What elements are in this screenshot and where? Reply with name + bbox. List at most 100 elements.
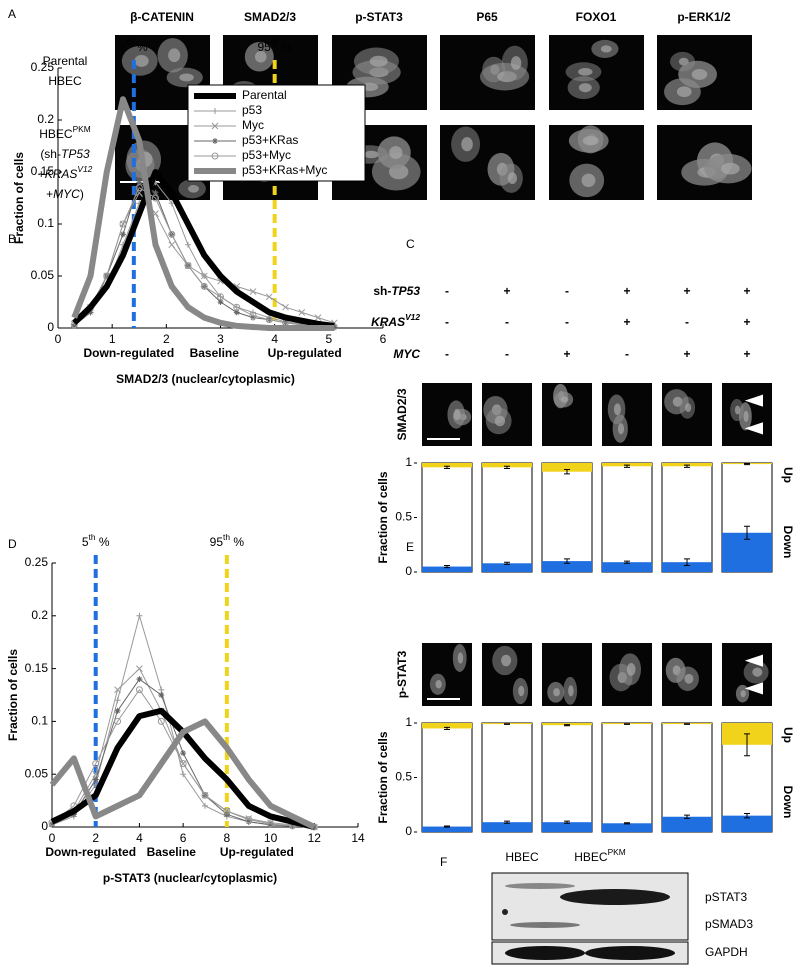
band [510, 922, 580, 928]
bar [602, 562, 652, 572]
nucleus [134, 54, 149, 67]
marker [265, 293, 273, 301]
bar [542, 561, 592, 572]
nucleus [188, 184, 200, 193]
marker [201, 791, 209, 799]
marker [157, 717, 165, 725]
nucleus [734, 405, 741, 415]
series-line [49, 718, 316, 830]
nucleus [626, 662, 636, 676]
panel-letter: B [8, 232, 16, 246]
bar-background [661, 462, 713, 573]
legend-label: Myc [242, 118, 264, 132]
condition-sign: + [623, 284, 630, 298]
condition-sign: + [743, 315, 750, 329]
marker [136, 676, 143, 683]
marker [311, 824, 318, 830]
legend-box [187, 84, 366, 182]
text-part: MYC [53, 187, 80, 201]
bar [662, 816, 712, 832]
marker [249, 312, 257, 320]
condition-label: sh-TP53 [373, 284, 420, 298]
nucleus [179, 73, 194, 82]
x-axis-label: p-STAT3 (nuclear/cytoplasmic) [103, 871, 277, 885]
condition-sign: + [503, 284, 510, 298]
series-label: Down [781, 526, 795, 559]
marker [92, 776, 99, 783]
condition-label: KRASV12 [371, 312, 420, 329]
nucleus [560, 396, 569, 403]
band [560, 889, 670, 905]
y-tick-label: 0 [41, 819, 48, 833]
legend-label: p53+KRas+Myc [242, 163, 327, 177]
text-part: % [278, 40, 292, 54]
y-tick-label: 0 [405, 564, 412, 578]
y-tick-label: 0.25 [31, 60, 55, 74]
threshold-label: 95th % [257, 37, 292, 54]
nucleus [578, 68, 593, 76]
condition-sign: - [565, 315, 569, 329]
x-tick-label: 12 [308, 831, 322, 845]
row-label: (sh-TP53 [40, 147, 90, 161]
marker [179, 760, 187, 768]
x-tick-label: 3 [217, 332, 224, 346]
bar-background [541, 722, 593, 833]
condition-sign: + [743, 284, 750, 298]
legend-marker [212, 138, 218, 144]
marker [217, 293, 224, 301]
marker [185, 241, 191, 248]
error-bar [564, 469, 570, 475]
marker [135, 184, 143, 192]
x-tick-label: 0 [49, 831, 56, 845]
row-label: +MYC) [46, 187, 84, 201]
bar [542, 723, 592, 726]
bar [482, 563, 532, 572]
marker [184, 262, 192, 270]
marker [265, 316, 273, 324]
nucleus [453, 408, 461, 421]
marker [223, 807, 231, 815]
threshold-label: 95th % [210, 532, 245, 549]
condition-sign: - [505, 315, 509, 329]
nucleus [743, 410, 749, 422]
marker [92, 760, 100, 768]
row-label: +KRASV12 [38, 164, 93, 181]
arrow [744, 422, 763, 435]
condition-sign: + [683, 347, 690, 361]
error-bar [564, 558, 570, 564]
row-label: Parental [43, 54, 88, 68]
nucleus [510, 56, 522, 70]
image-label: p-STAT3 [395, 650, 409, 698]
lane-label: HBECPKM [574, 847, 626, 864]
text-part: (sh- [40, 147, 61, 161]
x-tick-label: 6 [380, 332, 387, 346]
region-label: Baseline [147, 845, 197, 859]
bar [602, 463, 652, 467]
marker [314, 314, 322, 321]
nucleus [254, 50, 267, 63]
bar [422, 723, 472, 729]
y-tick-label: 0.1 [31, 714, 48, 728]
marker [233, 303, 241, 311]
marker [200, 272, 208, 280]
band [505, 946, 585, 960]
nucleus [685, 403, 692, 413]
series-line [51, 689, 315, 828]
text-part: % [230, 535, 244, 549]
error-bar [624, 464, 630, 468]
legend-marker [211, 122, 219, 130]
marker [114, 707, 121, 714]
bar [422, 826, 472, 832]
marker [136, 612, 143, 619]
image-label: SMAD2/3 [395, 388, 409, 440]
text-part: PKM [73, 124, 91, 134]
series-label: Up [781, 467, 795, 483]
error-bar [684, 723, 690, 725]
legend-label: Parental [242, 88, 287, 102]
text-part: % [134, 40, 148, 54]
nucleus [720, 162, 740, 175]
text-part: 5 [82, 535, 89, 549]
condition-sign: + [683, 284, 690, 298]
region-label: Down-regulated [83, 346, 174, 360]
condition-label: MYC [393, 347, 420, 361]
